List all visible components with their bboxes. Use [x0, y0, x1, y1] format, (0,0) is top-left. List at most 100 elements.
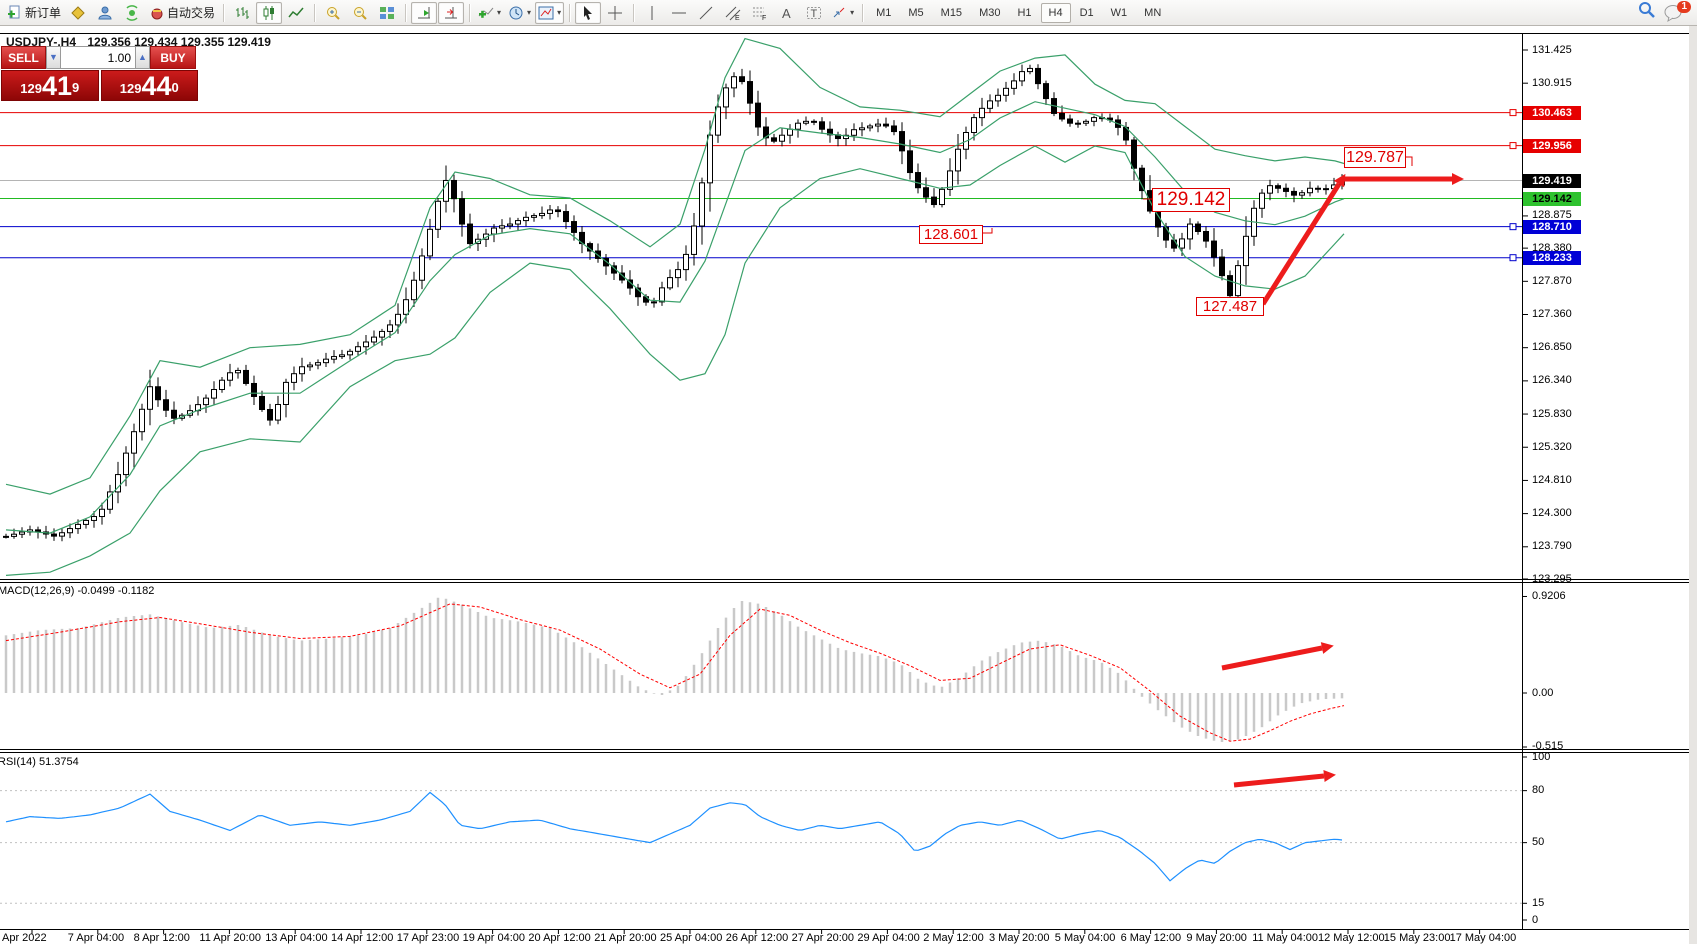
- volume-input[interactable]: [61, 46, 135, 69]
- label-button[interactable]: T: [801, 2, 827, 24]
- tile-windows-button[interactable]: [374, 2, 400, 24]
- timeframe-h1[interactable]: H1: [1017, 6, 1032, 19]
- search-icon: [1639, 2, 1655, 18]
- svg-text:E: E: [735, 15, 740, 21]
- line-chart-button[interactable]: [283, 2, 309, 24]
- market-icon: [71, 5, 85, 20]
- main-toolbar: 新订单 自动交易 ▾ ▾: [0, 0, 1697, 26]
- text-button[interactable]: A: [774, 2, 800, 24]
- trend-arrow-4[interactable]: [1233, 770, 1336, 788]
- crosshair-icon: [608, 5, 623, 20]
- svg-text:A: A: [782, 6, 791, 21]
- macd-signal-line: [5, 603, 1345, 742]
- algo-trading-button[interactable]: 自动交易: [146, 2, 218, 24]
- chat-button[interactable]: 1: [1663, 0, 1691, 23]
- symbol-name: USDJPY-,H4: [6, 35, 77, 49]
- timeframe-m5[interactable]: M5: [908, 6, 924, 19]
- trendline-button[interactable]: [693, 2, 719, 24]
- label-icon: T: [807, 6, 822, 20]
- timeframe-w1[interactable]: W1: [1110, 6, 1128, 19]
- line-anchor[interactable]: [1509, 142, 1517, 150]
- cursor-button[interactable]: [575, 1, 602, 24]
- indicators-dropdown-caret[interactable]: ▾: [497, 8, 502, 17]
- zoom-in-icon: [327, 6, 340, 20]
- auto-scroll-button[interactable]: [411, 1, 438, 24]
- zoom-out-icon: [354, 6, 367, 20]
- bollinger-upper-band: [5, 37, 1345, 495]
- candlestick-chart-icon: [263, 5, 275, 20]
- shapes-button[interactable]: ▾: [828, 2, 857, 24]
- svg-text:F: F: [762, 15, 766, 21]
- rsi-line: [5, 791, 1343, 882]
- fibonacci-icon: F: [753, 7, 766, 21]
- zoom-in-button[interactable]: [320, 2, 346, 24]
- periods-button[interactable]: ▾: [505, 2, 534, 24]
- timeframe-m1[interactable]: M1: [876, 6, 892, 19]
- sell-button[interactable]: SELL: [1, 46, 46, 69]
- templates-dropdown-caret[interactable]: ▾: [557, 8, 562, 17]
- buy-price-button[interactable]: 129 44 0: [100, 70, 198, 101]
- horizontal-line-icon: [672, 12, 687, 13]
- toolbar-separator: [314, 3, 316, 22]
- new-order-button[interactable]: 新订单: [4, 2, 64, 24]
- volume-decrease-button[interactable]: ▼: [46, 46, 61, 69]
- auto-scroll-icon: [418, 6, 431, 18]
- zoom-out-button[interactable]: [347, 2, 373, 24]
- timeframe-h4[interactable]: H4: [1040, 2, 1071, 23]
- bollinger-middle-band: [5, 101, 1345, 534]
- timeframe-m30[interactable]: M30: [979, 6, 1001, 19]
- sell-price-button[interactable]: 129 41 9: [1, 70, 99, 101]
- chart-shift-button[interactable]: [438, 1, 465, 24]
- toolbar-separator: [633, 3, 635, 22]
- window-edge: [1689, 26, 1697, 944]
- symbol-ohlc: 129.356 129.434 129.355 129.419: [87, 35, 271, 49]
- toolbar-separator: [862, 3, 864, 22]
- text-icon: A: [782, 6, 791, 21]
- periods-dropdown-caret[interactable]: ▾: [527, 8, 532, 17]
- rsi-label: RSI(14) 51.3754: [0, 756, 79, 768]
- symbol-title: USDJPY-,H4 129.356 129.434 129.355 129.4…: [6, 35, 271, 49]
- trend-arrow-3[interactable]: [1221, 642, 1334, 671]
- templates-button[interactable]: ▾: [535, 1, 565, 24]
- fibonacci-button[interactable]: F: [747, 2, 773, 24]
- vertical-line-icon: [651, 5, 653, 20]
- new-order-icon: [8, 5, 20, 18]
- shapes-arrows-icon: [833, 7, 845, 17]
- timeframe-d1[interactable]: D1: [1079, 6, 1094, 19]
- toolbar-separator: [405, 3, 407, 22]
- indicators-icon: [478, 7, 494, 18]
- trend-arrow-1[interactable]: [1260, 173, 1346, 306]
- macd-histogram: [4, 597, 1344, 742]
- toolbar-separator: [469, 3, 471, 22]
- trend-arrow-2[interactable]: [1343, 173, 1464, 185]
- equidistant-channel-button[interactable]: E: [720, 2, 746, 24]
- equidistant-channel-icon: E: [725, 6, 741, 21]
- signals-button[interactable]: [119, 2, 145, 24]
- search-button[interactable]: [1637, 0, 1657, 25]
- terminal-icon: [98, 6, 112, 19]
- crosshair-button[interactable]: [602, 2, 628, 24]
- shapes-dropdown-caret[interactable]: ▾: [850, 8, 855, 17]
- algo-trading-icon: [151, 8, 163, 19]
- bar-chart-button[interactable]: [229, 2, 255, 24]
- indicators-button[interactable]: ▾: [475, 2, 504, 24]
- vertical-line-button[interactable]: [639, 2, 665, 24]
- toolbar-separator: [223, 3, 225, 22]
- line-anchor[interactable]: [1509, 223, 1517, 231]
- volume-increase-button[interactable]: ▲: [135, 46, 150, 69]
- line-anchor[interactable]: [1509, 109, 1517, 117]
- buy-button[interactable]: BUY: [150, 46, 196, 69]
- terminal-button[interactable]: [92, 2, 118, 24]
- market-button[interactable]: [65, 2, 91, 24]
- chat-icon: [1664, 4, 1682, 22]
- timeframe-mn[interactable]: MN: [1144, 6, 1162, 19]
- timeframe-m15[interactable]: M15: [940, 6, 963, 19]
- line-chart-icon: [288, 7, 304, 17]
- horizontal-price-lines: [0, 112, 1522, 259]
- line-anchor[interactable]: [1509, 254, 1517, 262]
- candlestick-chart-button[interactable]: [256, 1, 283, 24]
- horizontal-line-button[interactable]: [666, 2, 692, 24]
- toolbar-separator: [569, 3, 571, 22]
